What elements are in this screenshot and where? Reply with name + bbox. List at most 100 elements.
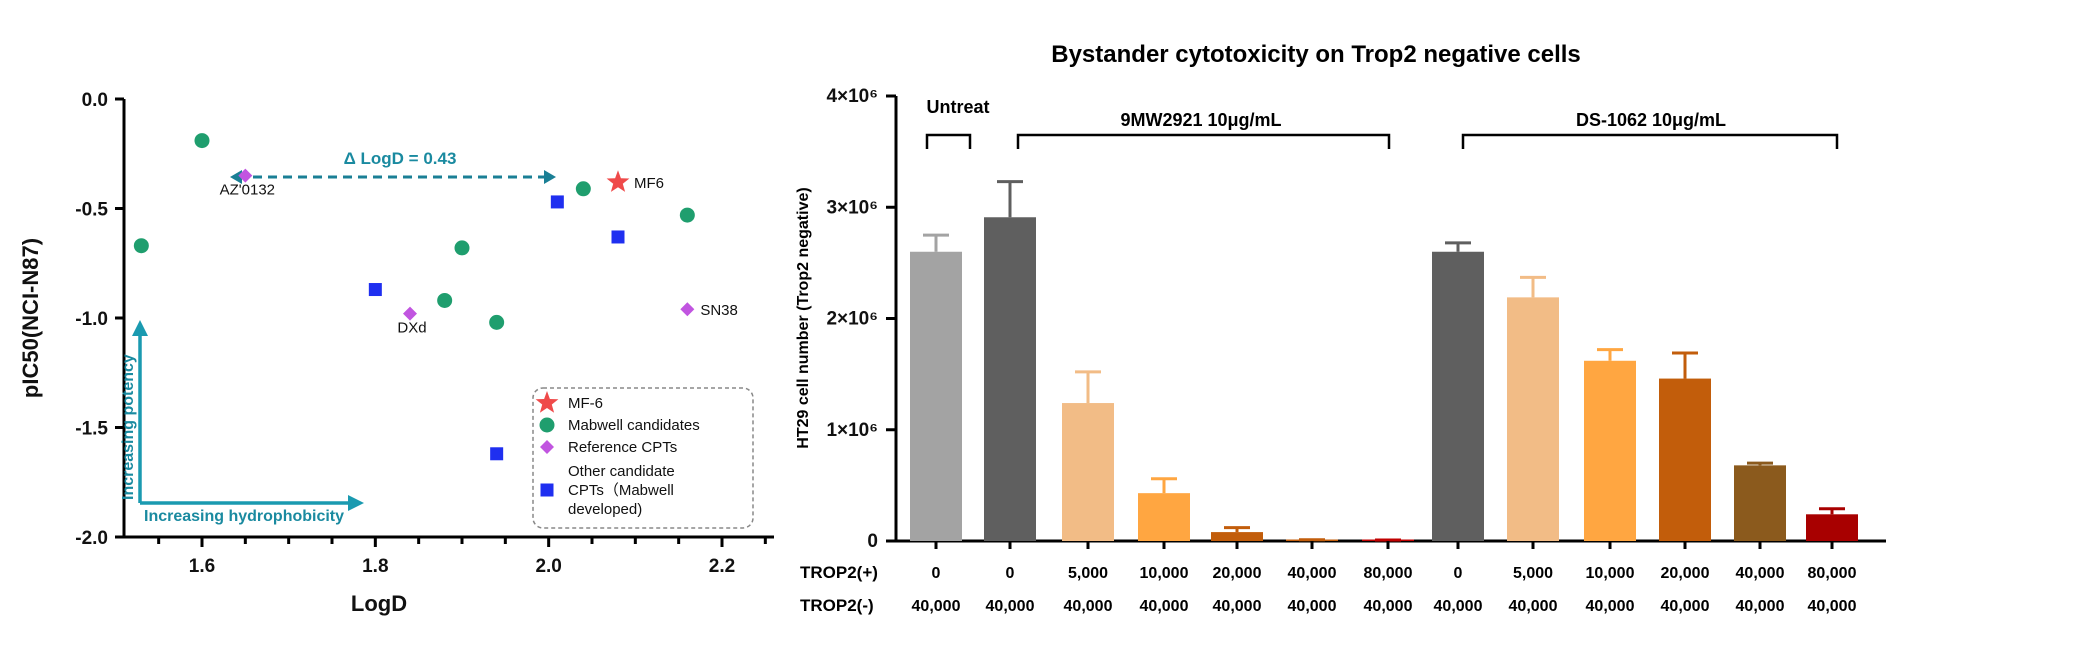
group-label: 9MW2921 10μg/mL bbox=[1120, 110, 1281, 130]
bar-y-label: HT29 cell number (Trop2 negative) bbox=[795, 187, 812, 448]
bar bbox=[1584, 360, 1636, 541]
scatter-y-tick-label: -0.5 bbox=[75, 200, 108, 221]
trop2-pos-value: 0 bbox=[932, 565, 941, 582]
trop2-neg-value: 40,000 bbox=[1509, 598, 1558, 615]
potency-label: Increasing potency bbox=[120, 354, 137, 500]
legend-marker-circle bbox=[539, 417, 555, 433]
scatter-x-tick-label: 1.8 bbox=[362, 556, 388, 577]
bar-chart: Bystander cytotoxicity on Trop2 negative… bbox=[795, 41, 1886, 615]
trop2-neg-value: 40,000 bbox=[1808, 598, 1857, 615]
trop2-pos-value: 5,000 bbox=[1068, 565, 1108, 582]
bar-y-tick-label: 3×10⁶ bbox=[826, 197, 878, 218]
bar bbox=[910, 251, 962, 541]
trop2-neg-value: 40,000 bbox=[1288, 598, 1337, 615]
legend-marker-star bbox=[535, 391, 559, 413]
group-label: DS-1062 10μg/mL bbox=[1576, 110, 1726, 130]
legend-label: CPTs（Mabwell bbox=[568, 482, 674, 499]
legend-marker-square bbox=[540, 483, 554, 497]
scatter-y-label: pIC50(NCI-N87) bbox=[18, 238, 43, 398]
scatter-point-star bbox=[606, 170, 630, 192]
scatter-legend bbox=[532, 387, 754, 529]
scatter-point-square bbox=[368, 283, 382, 297]
scatter-point-square bbox=[611, 230, 625, 244]
delta-arrow-left-head bbox=[230, 170, 242, 184]
trop2-pos-value: 10,000 bbox=[1140, 565, 1189, 582]
bar-y-tick-label: 1×10⁶ bbox=[826, 420, 878, 441]
scatter-plot: 0.0 -0.5 -1.0 -1.5 -2.0 1.6 1.8 2.0 2.2 LogD pI… bbox=[18, 90, 774, 616]
trop2-pos-value: 40,000 bbox=[1736, 565, 1785, 582]
legend-label: developed) bbox=[568, 501, 642, 518]
bar bbox=[1062, 403, 1114, 541]
group-label: Untreat bbox=[926, 97, 989, 117]
potency-arrow-head bbox=[132, 320, 148, 336]
legend-label: MF-6 bbox=[568, 395, 603, 412]
bar bbox=[1659, 378, 1711, 541]
scatter-point-square bbox=[490, 447, 504, 461]
scatter-point-circle bbox=[679, 207, 695, 223]
scatter-y-tick-label: -2.0 bbox=[75, 528, 108, 549]
scatter-y-tick-label: -1.5 bbox=[75, 419, 108, 440]
delta-arrow-right-head bbox=[544, 170, 556, 184]
bar bbox=[1138, 493, 1190, 541]
scatter-point-diamond bbox=[238, 168, 253, 183]
bar bbox=[984, 217, 1036, 541]
delta-logd-label: Δ LogD = 0.43 bbox=[344, 149, 457, 168]
legend-marker-diamond bbox=[540, 440, 554, 454]
trop2-pos-value: 40,000 bbox=[1288, 565, 1337, 582]
bar-y-tick-label: 4×10⁶ bbox=[826, 86, 878, 107]
row-label-trop2-pos: TROP2(+) bbox=[800, 563, 878, 582]
scatter-point-diamond bbox=[680, 302, 695, 317]
hydrophobicity-label: Increasing hydrophobicity bbox=[144, 508, 344, 525]
bar bbox=[1211, 532, 1263, 541]
trop2-pos-value: 0 bbox=[1454, 565, 1463, 582]
bar-chart-title: Bystander cytotoxicity on Trop2 negative… bbox=[1051, 41, 1581, 68]
bar bbox=[1432, 251, 1484, 541]
bar-y-tick-label: 0 bbox=[867, 531, 878, 552]
trop2-pos-value: 10,000 bbox=[1586, 565, 1635, 582]
trop2-neg-value: 40,000 bbox=[1586, 598, 1635, 615]
bar-y-tick-label: 2×10⁶ bbox=[826, 309, 878, 330]
bar bbox=[1806, 514, 1858, 541]
trop2-pos-value: 20,000 bbox=[1661, 565, 1710, 582]
point-label: DXd bbox=[397, 320, 426, 337]
scatter-point-circle bbox=[133, 238, 149, 254]
group-bracket bbox=[1016, 133, 1391, 149]
scatter-point-circle bbox=[489, 314, 505, 330]
scatter-point-circle bbox=[454, 240, 470, 256]
scatter-point-circle bbox=[575, 181, 591, 197]
trop2-neg-value: 40,000 bbox=[1736, 598, 1785, 615]
trop2-neg-value: 40,000 bbox=[1434, 598, 1483, 615]
scatter-x-tick-label: 2.0 bbox=[535, 556, 561, 577]
trop2-pos-value: 0 bbox=[1006, 565, 1015, 582]
trop2-pos-value: 80,000 bbox=[1808, 565, 1857, 582]
scatter-point-circle bbox=[437, 292, 453, 308]
legend-label: Mabwell candidates bbox=[568, 417, 700, 434]
scatter-point-circle bbox=[194, 133, 210, 149]
scatter-y-tick-label: 0.0 bbox=[82, 90, 108, 111]
bar bbox=[1734, 465, 1786, 541]
trop2-neg-value: 40,000 bbox=[986, 598, 1035, 615]
trop2-pos-value: 20,000 bbox=[1213, 565, 1262, 582]
trop2-neg-value: 40,000 bbox=[1064, 598, 1113, 615]
point-label: AZ'0132 bbox=[220, 182, 275, 199]
scatter-point-diamond bbox=[403, 306, 417, 321]
hydrophobicity-arrow-head bbox=[348, 495, 364, 511]
bar bbox=[1507, 297, 1559, 541]
scatter-y-tick-label: -1.0 bbox=[75, 309, 108, 330]
scatter-x-label: LogD bbox=[351, 591, 407, 616]
scatter-x-tick-label: 1.6 bbox=[189, 556, 215, 577]
legend-label: Reference CPTs bbox=[568, 439, 677, 456]
row-label-trop2-neg: TROP2(-) bbox=[800, 596, 874, 615]
scatter-x-tick-label: 2.2 bbox=[709, 556, 735, 577]
group-bracket bbox=[925, 133, 972, 149]
legend-label: Other candidate bbox=[568, 463, 675, 480]
trop2-pos-value: 5,000 bbox=[1513, 565, 1553, 582]
trop2-neg-value: 40,000 bbox=[1140, 598, 1189, 615]
trop2-neg-value: 40,000 bbox=[1661, 598, 1710, 615]
trop2-pos-value: 80,000 bbox=[1364, 565, 1413, 582]
point-label: SN38 bbox=[700, 302, 738, 319]
scatter-point-square bbox=[550, 195, 564, 209]
trop2-neg-value: 40,000 bbox=[912, 598, 961, 615]
point-label: MF6 bbox=[634, 175, 664, 192]
